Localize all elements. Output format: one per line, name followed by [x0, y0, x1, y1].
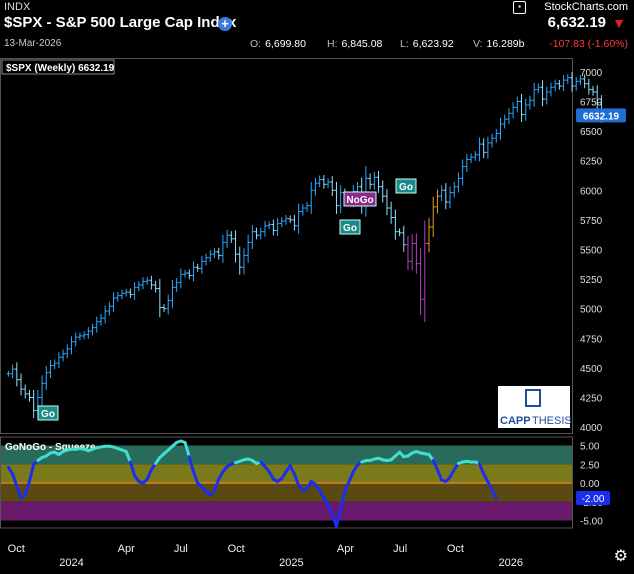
x-month-label: Apr — [337, 543, 354, 555]
squeeze-line-segment — [343, 480, 351, 492]
price-panel-title: $SPX (Weekly) 6632.19 — [6, 63, 115, 74]
price-y-tick: 5250 — [580, 275, 603, 286]
squeeze-line-segment — [347, 470, 355, 483]
low-value: L: 6,623.92 — [400, 38, 454, 50]
price-y-tick: 5750 — [580, 216, 603, 227]
squeeze-line-segment — [128, 460, 137, 477]
signal-label: Go — [343, 223, 357, 234]
squeeze-line-segment — [486, 480, 494, 492]
squeeze-line-segment — [339, 489, 347, 511]
signal-box — [37, 405, 59, 421]
x-month-label: Jul — [393, 543, 407, 555]
x-year-label: 2024 — [59, 557, 83, 569]
squeeze-line-segment — [15, 484, 23, 500]
squeeze-band — [1, 501, 572, 521]
squeeze-line-segment — [490, 489, 498, 500]
volume-value: V: 16.289b — [473, 38, 525, 50]
plus-circle-icon[interactable]: + — [218, 17, 232, 31]
squeeze-line-segment — [213, 477, 221, 492]
squeeze-line-segment — [477, 462, 486, 476]
price-title-box — [1, 59, 115, 75]
gear-icon[interactable]: ⚙ — [613, 548, 628, 565]
signal-label: NoGo — [346, 195, 373, 206]
squeeze-line-segment — [145, 468, 153, 481]
x-month-label: Jul — [174, 543, 188, 555]
price-y-tick: 4500 — [580, 364, 603, 375]
squeeze-y-tick: 2.50 — [580, 460, 600, 471]
brand-label: StockCharts.com — [544, 1, 628, 13]
squeeze-line-segment — [288, 464, 296, 476]
squeeze-line-segment — [187, 455, 195, 474]
squeeze-line-segment — [435, 468, 444, 482]
price-y-tick: 4000 — [580, 423, 603, 434]
squeeze-line-segment — [124, 450, 132, 464]
price-y-tick: 6750 — [580, 97, 603, 108]
squeeze-y-tick: 0.00 — [580, 479, 600, 490]
capp-thesis-logo-icon — [525, 389, 541, 407]
x-month-label: Oct — [447, 543, 464, 555]
squeeze-line-segment — [334, 507, 343, 528]
squeeze-line-segment — [326, 504, 334, 516]
squeeze-line-segment — [183, 441, 191, 459]
squeeze-line-segment — [431, 459, 439, 471]
squeeze-line-segment — [11, 472, 19, 488]
price-y-tick: 4250 — [580, 393, 603, 404]
signal-box — [339, 219, 361, 235]
open-value: O: 6,699.80 — [250, 38, 306, 50]
squeeze-line-segment — [27, 462, 36, 483]
price-y-tick: 7000 — [580, 68, 603, 79]
price-panel-frame — [0, 58, 573, 434]
high-value: H: 6,845.08 — [327, 38, 383, 50]
chart-header: INDX ▪ StockCharts.com $SPX - S&P 500 La… — [0, 0, 634, 58]
price-y-tick: 5000 — [580, 305, 603, 316]
squeeze-panel-title: GoNoGo - Squeeze — [5, 442, 96, 453]
symbol-title: $SPX - S&P 500 Large Cap Index — [4, 14, 237, 31]
price-y-tick: 6250 — [580, 157, 603, 168]
capp-thesis-logo-text-b: THESIS — [532, 415, 572, 427]
squeeze-band — [1, 445, 572, 465]
x-month-label: Oct — [228, 543, 245, 555]
price-y-tick: 5500 — [580, 245, 603, 256]
exchange-label: INDX — [4, 1, 31, 13]
price-y-tick: 4750 — [580, 334, 603, 345]
chart-canvas[interactable]: $SPX (Weekly) 6632.19 4000 4250 4500 4750 500… — [0, 58, 634, 574]
squeeze-y-tick: -5.00 — [580, 517, 603, 528]
triangle-down-icon: ▼ — [612, 15, 626, 31]
squeeze-line-segment — [191, 470, 200, 485]
signal-box — [343, 191, 377, 207]
last-price: 6,632.19 — [547, 14, 606, 31]
squeeze-band — [1, 483, 572, 502]
last-price-tag-value: 6632.19 — [583, 111, 620, 122]
x-month-label: Oct — [8, 543, 25, 555]
chart-date: 13-Mar-2026 — [4, 38, 62, 49]
signal-box — [395, 178, 417, 194]
squeeze-value-tag — [576, 491, 610, 505]
price-y-tick: 6500 — [580, 127, 603, 138]
x-year-label: 2026 — [498, 557, 522, 569]
x-year-label: 2025 — [279, 557, 303, 569]
last-price-tag — [576, 108, 626, 123]
signal-label: Go — [41, 409, 55, 420]
squeeze-line-segment — [292, 472, 301, 487]
squeeze-y-tick: 5.00 — [580, 442, 600, 453]
price-y-tick: 6000 — [580, 186, 603, 197]
price-change: -107.83 (-1.60%) — [549, 38, 628, 50]
signal-label: Go — [399, 182, 413, 193]
capp-thesis-logo-text-a: CAPP — [500, 415, 531, 427]
x-month-label: Apr — [118, 543, 135, 555]
squeeze-line-segment — [23, 480, 31, 496]
stockcharts-logo-icon: ▪ — [513, 1, 526, 14]
squeeze-value-tag-text: -2.00 — [582, 494, 605, 505]
